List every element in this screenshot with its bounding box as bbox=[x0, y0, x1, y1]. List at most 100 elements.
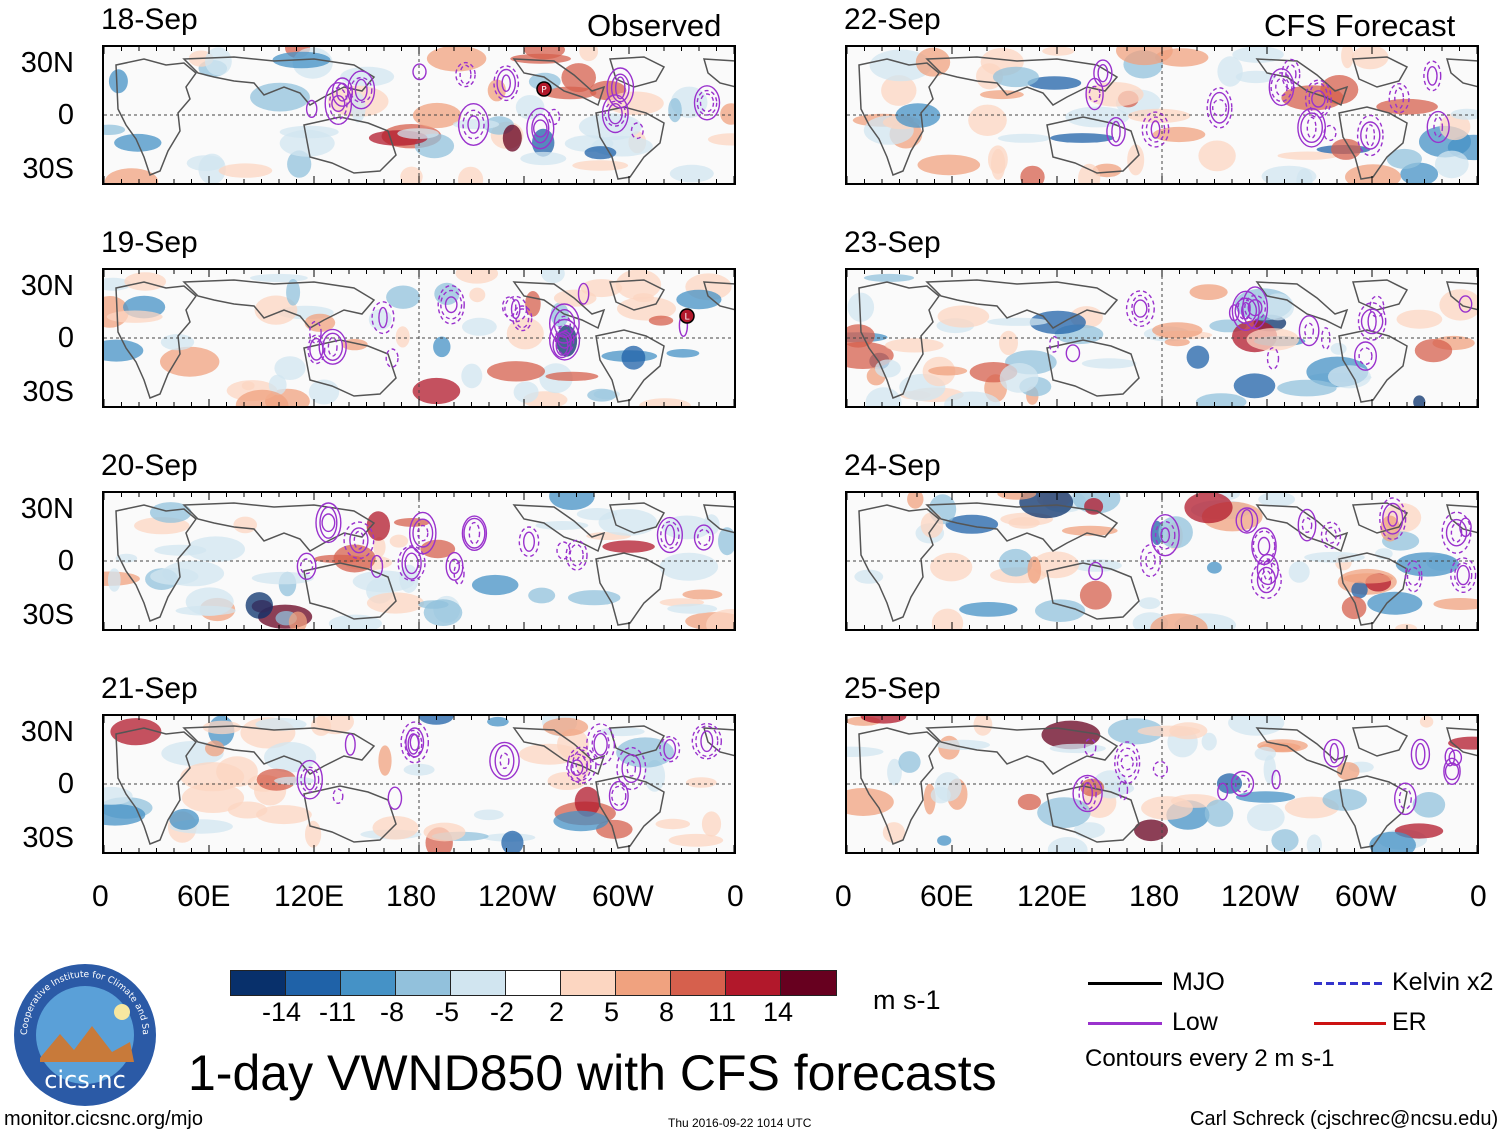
wind-anomaly-blob bbox=[506, 317, 544, 350]
wind-anomaly-blob bbox=[487, 716, 509, 727]
low-contour bbox=[1329, 742, 1339, 764]
wind-anomaly-blob bbox=[286, 279, 301, 306]
coastline bbox=[1338, 329, 1408, 403]
wind-anomaly-blob bbox=[535, 521, 589, 530]
low-contour bbox=[1154, 520, 1176, 550]
wind-anomaly-blob bbox=[274, 356, 306, 380]
low-contour bbox=[305, 99, 318, 118]
wind-anomaly-blob bbox=[1062, 525, 1118, 536]
wind-anomaly-blob bbox=[400, 166, 423, 183]
wind-anomaly-blob bbox=[1150, 613, 1208, 629]
wind-anomaly-blob bbox=[885, 338, 944, 353]
wind-anomaly-blob bbox=[268, 374, 287, 396]
map-graphic: L bbox=[104, 270, 734, 406]
low-contour bbox=[400, 721, 430, 764]
low-contour bbox=[1444, 747, 1456, 767]
low-contour bbox=[1356, 114, 1384, 157]
wind-anomaly-blob bbox=[655, 818, 691, 830]
wind-anomaly-blob bbox=[1050, 133, 1115, 143]
wind-anomaly-blob bbox=[1158, 516, 1193, 549]
wind-anomaly-blob bbox=[1246, 328, 1299, 351]
colorbar-swatch bbox=[451, 971, 506, 995]
wind-anomaly-blob bbox=[255, 717, 307, 731]
lat-label: 30N bbox=[20, 47, 74, 79]
colorbar-label: -11 bbox=[319, 997, 357, 1027]
coastline bbox=[702, 281, 734, 311]
footer-author: Carl Schreck (cjschrec@ncsu.edu) bbox=[1190, 1108, 1499, 1130]
coastline bbox=[512, 504, 606, 553]
lat-label: 30S bbox=[22, 376, 74, 408]
low-contour bbox=[1235, 507, 1259, 534]
coastline bbox=[1046, 339, 1140, 397]
wind-anomaly-blob bbox=[907, 493, 924, 509]
wind-anomaly-blob bbox=[847, 324, 875, 348]
coastline bbox=[1255, 281, 1349, 330]
low-contour bbox=[1106, 116, 1126, 147]
map-graphic bbox=[104, 493, 734, 629]
low-contour bbox=[1357, 302, 1387, 341]
wind-anomaly-blob bbox=[887, 758, 902, 786]
wind-anomaly-blob bbox=[1042, 47, 1075, 56]
wind-anomaly-blob bbox=[847, 292, 875, 322]
low-contour bbox=[1320, 521, 1342, 549]
wind-anomaly-blob bbox=[1288, 561, 1310, 583]
wind-anomaly-blob bbox=[452, 119, 500, 130]
map-panel: L bbox=[102, 268, 736, 408]
low-contour bbox=[370, 554, 384, 578]
wind-anomaly-blob bbox=[458, 166, 484, 183]
low-contour bbox=[501, 296, 517, 318]
low-contour bbox=[548, 303, 580, 344]
wind-anomaly-blob bbox=[426, 47, 487, 72]
coastline bbox=[1255, 504, 1349, 553]
low-contour bbox=[457, 103, 490, 146]
wind-anomaly-blob bbox=[110, 718, 162, 746]
map-graphic bbox=[847, 47, 1477, 183]
wind-anomaly-blob bbox=[1027, 76, 1082, 90]
wind-anomaly-blob bbox=[869, 49, 932, 82]
wind-anomaly-blob bbox=[1386, 148, 1422, 169]
wind-anomaly-blob bbox=[233, 516, 257, 534]
wind-anomaly-blob bbox=[160, 334, 195, 351]
observed-header: Observed bbox=[587, 8, 722, 43]
low-contour bbox=[1382, 502, 1404, 535]
low-contour bbox=[327, 336, 338, 357]
wind-anomaly-blob bbox=[1412, 792, 1446, 818]
wind-anomaly-blob bbox=[1204, 799, 1234, 827]
lon-label: 120E bbox=[1017, 880, 1088, 913]
wind-anomaly-blob bbox=[579, 47, 599, 62]
wind-anomaly-blob bbox=[615, 270, 662, 300]
low-contour bbox=[1406, 566, 1421, 586]
colorbar-label: 11 bbox=[708, 997, 737, 1027]
wind-anomaly-blob bbox=[205, 47, 232, 76]
low-contour bbox=[1300, 112, 1323, 143]
low-contour bbox=[1270, 72, 1293, 103]
low-contour bbox=[449, 558, 461, 575]
coastline bbox=[1352, 502, 1409, 534]
wind-anomaly-blob bbox=[104, 804, 146, 826]
map-panel bbox=[845, 714, 1479, 854]
wind-anomaly-blob bbox=[1336, 762, 1360, 781]
wind-anomaly-blob bbox=[1235, 791, 1296, 803]
low-contour bbox=[1251, 527, 1277, 566]
wind-anomaly-blob bbox=[707, 133, 734, 146]
wind-anomaly-blob bbox=[1035, 599, 1086, 622]
map-panel bbox=[102, 714, 736, 854]
wind-anomaly-blob bbox=[945, 514, 999, 534]
wind-anomaly-blob bbox=[1081, 358, 1137, 369]
storm-marker-label: L bbox=[684, 313, 689, 323]
wind-anomaly-blob bbox=[397, 128, 439, 139]
low-contour bbox=[556, 541, 571, 560]
low-contour bbox=[1433, 116, 1444, 138]
lon-label: 120E bbox=[274, 880, 345, 913]
low-contour bbox=[318, 328, 347, 365]
wind-anomaly-blob bbox=[395, 326, 410, 348]
contour-note: Contours every 2 m s-1 bbox=[1085, 1045, 1335, 1072]
low-contour bbox=[607, 102, 623, 125]
low-contour bbox=[1367, 311, 1377, 332]
colorbar-units: m s-1 bbox=[873, 985, 941, 1015]
lon-label: 180 bbox=[1129, 880, 1180, 913]
colorbar-swatch bbox=[561, 971, 616, 995]
map-panel bbox=[845, 491, 1479, 631]
wind-anomaly-blob bbox=[1232, 47, 1284, 63]
lat-label: 0 bbox=[57, 545, 74, 577]
